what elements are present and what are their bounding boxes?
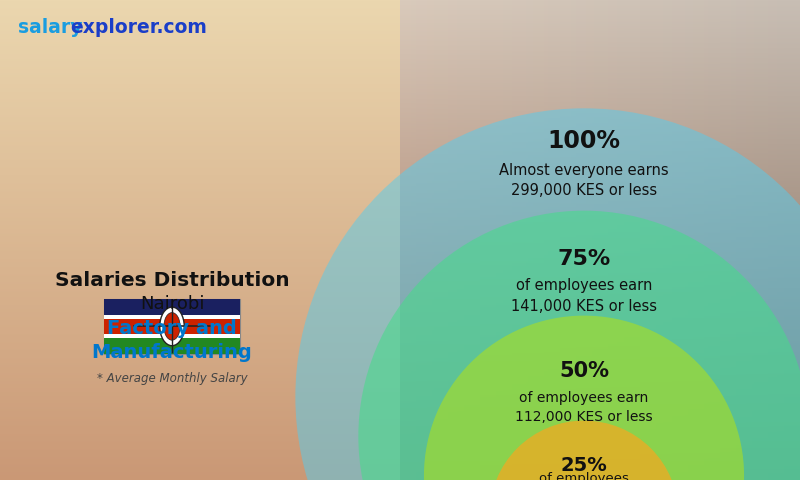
- Text: Almost everyone earns
299,000 KES or less: Almost everyone earns 299,000 KES or les…: [499, 163, 669, 198]
- Bar: [104, 315, 240, 319]
- Bar: [104, 299, 240, 317]
- Bar: [104, 299, 240, 354]
- Text: of employees earn
112,000 KES or less: of employees earn 112,000 KES or less: [515, 391, 653, 424]
- Bar: [104, 336, 240, 354]
- Circle shape: [490, 420, 678, 480]
- Text: 100%: 100%: [547, 129, 621, 153]
- Text: 75%: 75%: [558, 249, 610, 269]
- Text: Factory and: Factory and: [107, 319, 237, 338]
- Text: 25%: 25%: [561, 456, 607, 475]
- Text: salary: salary: [18, 18, 82, 37]
- Bar: [104, 334, 240, 337]
- Text: Nairobi: Nairobi: [140, 295, 204, 313]
- Text: of employees earn
141,000 KES or less: of employees earn 141,000 KES or less: [511, 278, 657, 313]
- Bar: [104, 317, 240, 336]
- Ellipse shape: [160, 307, 184, 346]
- Circle shape: [358, 211, 800, 480]
- Text: Manufacturing: Manufacturing: [92, 343, 252, 362]
- Ellipse shape: [164, 312, 180, 340]
- Text: * Average Monthly Salary: * Average Monthly Salary: [97, 372, 247, 385]
- Text: 50%: 50%: [559, 361, 609, 381]
- Text: explorer.com: explorer.com: [70, 18, 207, 37]
- Circle shape: [424, 316, 744, 480]
- Circle shape: [295, 108, 800, 480]
- Text: Salaries Distribution: Salaries Distribution: [54, 271, 290, 290]
- Text: of employees
earn less than
85,600: of employees earn less than 85,600: [537, 472, 631, 480]
